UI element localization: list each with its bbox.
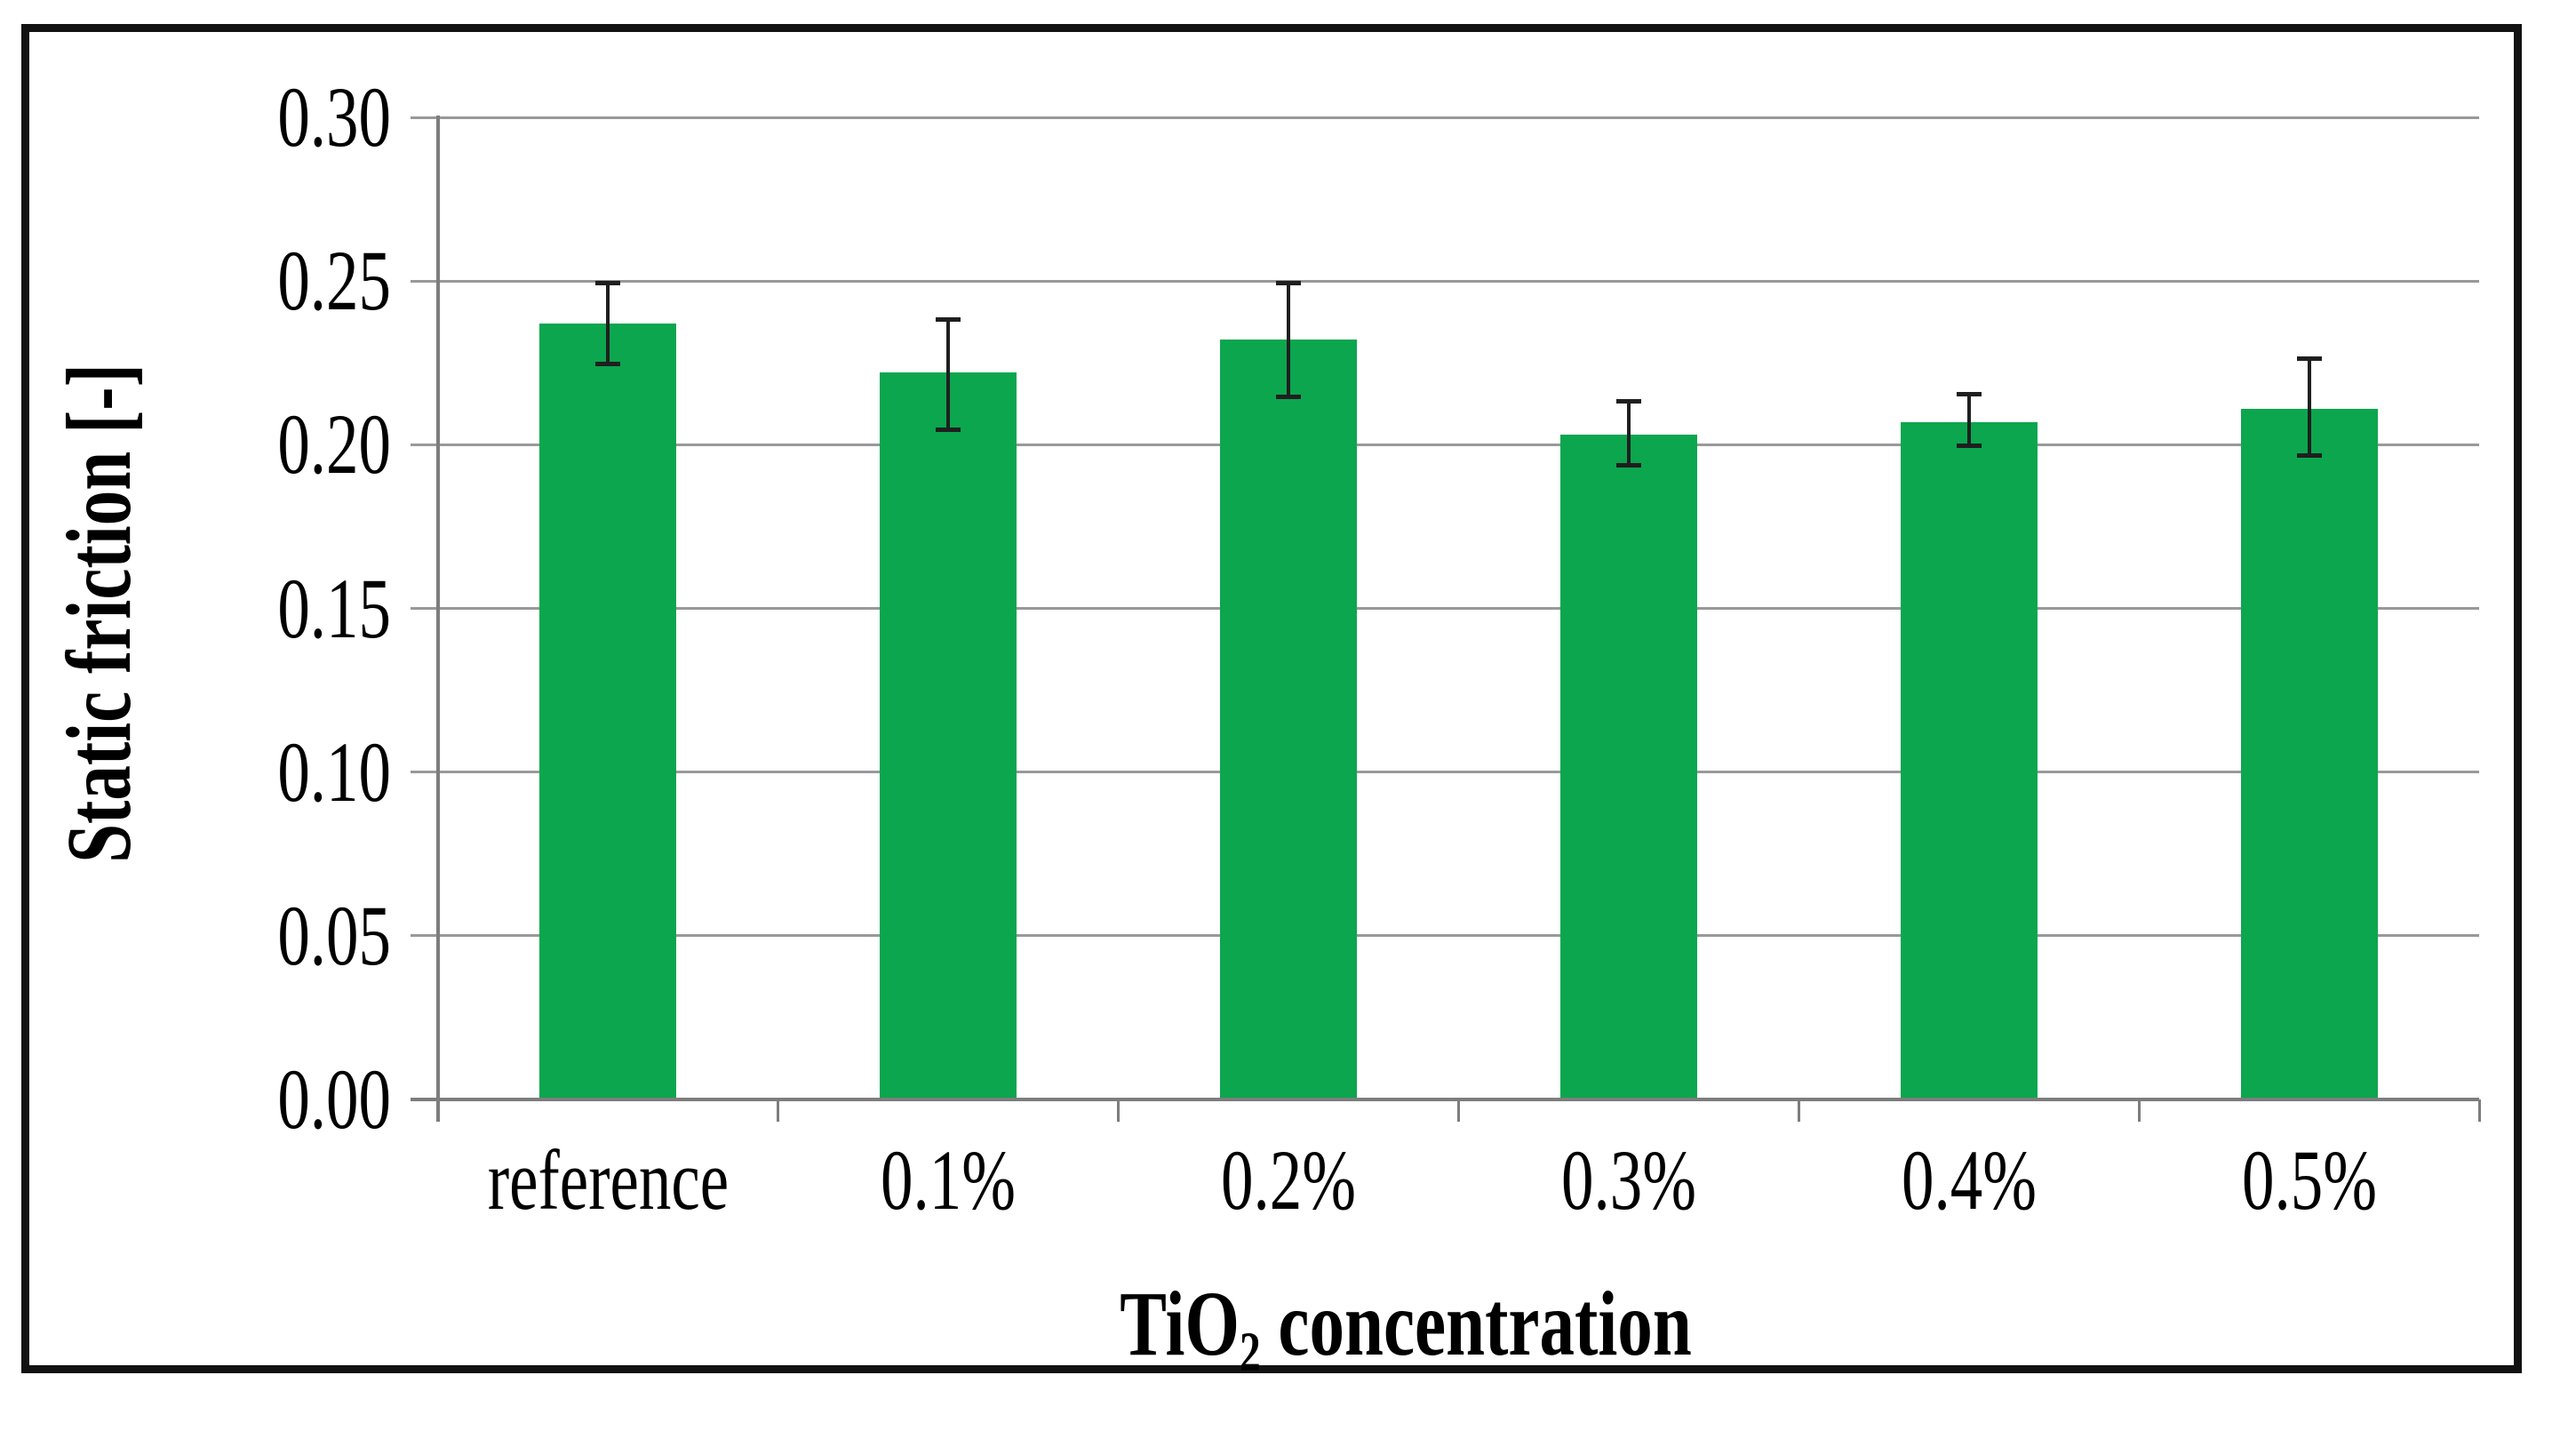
x-category-label-text: 0.5% [2241, 1132, 2377, 1227]
y-tick-label: 0.30 [160, 75, 391, 160]
error-bar-top-cap [936, 316, 961, 322]
x-axis-title-main: TiO [1120, 1273, 1240, 1375]
gridline [411, 443, 2479, 446]
error-bar-bottom-cap [2296, 453, 2322, 459]
x-axis-tick [2477, 1099, 2481, 1122]
error-bar-bottom-cap [1956, 444, 1982, 449]
error-bar-bottom-cap [595, 361, 621, 366]
gridline [411, 279, 2479, 283]
y-tick-label: 0.00 [160, 1057, 391, 1142]
x-category-label: 0.4% [1798, 1138, 2139, 1223]
bar [2240, 408, 2378, 1101]
y-tick-label-text: 0.25 [277, 233, 391, 329]
y-tick-label-text: 0.20 [277, 396, 391, 492]
error-bar-bottom-cap [1276, 394, 1302, 399]
x-axis-title-text: TiO2 concentration [1120, 1278, 1692, 1380]
x-axis-line [411, 1098, 2479, 1101]
error-bar-top-cap [595, 281, 621, 286]
error-bar [1966, 392, 1971, 448]
x-axis-tick [777, 1099, 780, 1122]
y-tick-label: 0.10 [160, 723, 391, 819]
y-tick-label-text: 0.05 [277, 887, 391, 983]
bar [1220, 340, 1358, 1101]
x-category-label: reference [438, 1138, 778, 1223]
bar [880, 372, 1017, 1101]
x-category-label-text: 0.1% [881, 1132, 1017, 1227]
error-bar [946, 316, 951, 432]
bar [539, 324, 677, 1101]
x-category-label: 0.5% [2139, 1138, 2479, 1223]
gridline [411, 607, 2479, 610]
error-bar [1626, 398, 1631, 468]
error-bar-top-cap [2296, 356, 2322, 361]
bar [1559, 435, 1697, 1101]
x-axis-title-subscript: 2 [1239, 1321, 1261, 1383]
x-category-label: 0.1% [778, 1138, 1119, 1223]
x-category-label: 0.2% [1119, 1138, 1459, 1223]
error-bar-top-cap [1956, 392, 1982, 397]
y-tick-label-text: 0.00 [277, 1051, 391, 1147]
error-bar-top-cap [1615, 398, 1641, 404]
error-bar [2307, 356, 2311, 459]
x-category-label-text: reference [487, 1132, 730, 1227]
x-category-label-text: 0.4% [1901, 1132, 2037, 1227]
error-bar [1287, 281, 1291, 399]
x-axis-tick [1457, 1099, 1460, 1122]
gridline [411, 771, 2479, 774]
y-tick-label: 0.15 [160, 560, 391, 656]
gridline [411, 934, 2479, 938]
chart-border [21, 24, 2522, 1373]
x-axis-title: TiO2 concentration [1030, 1278, 1782, 1380]
gridline [411, 116, 2479, 119]
y-axis-title: Static friction [-] [48, 364, 150, 863]
y-axis-line [436, 116, 440, 1122]
y-tick-label: 0.20 [160, 402, 391, 487]
x-category-label-text: 0.3% [1560, 1132, 1696, 1227]
x-category-label: 0.3% [1458, 1138, 1798, 1223]
x-axis-title-rest: concentration [1260, 1273, 1692, 1375]
y-axis-title-text: Static friction [-] [48, 364, 150, 863]
y-tick-label-text: 0.30 [277, 69, 391, 164]
error-bar-bottom-cap [1615, 463, 1641, 468]
y-tick-label: 0.05 [160, 887, 391, 983]
y-tick-label: 0.25 [160, 238, 391, 324]
y-tick-label-text: 0.10 [277, 723, 391, 819]
error-bar-top-cap [1276, 281, 1302, 286]
x-axis-tick [2137, 1099, 2141, 1122]
error-bar-bottom-cap [936, 427, 961, 432]
error-bar [606, 281, 610, 366]
x-axis-tick [1797, 1099, 1800, 1122]
x-category-label-text: 0.2% [1221, 1132, 1357, 1227]
y-tick-label-text: 0.15 [277, 560, 391, 656]
bar [1900, 421, 2038, 1101]
x-axis-tick [1117, 1099, 1121, 1122]
